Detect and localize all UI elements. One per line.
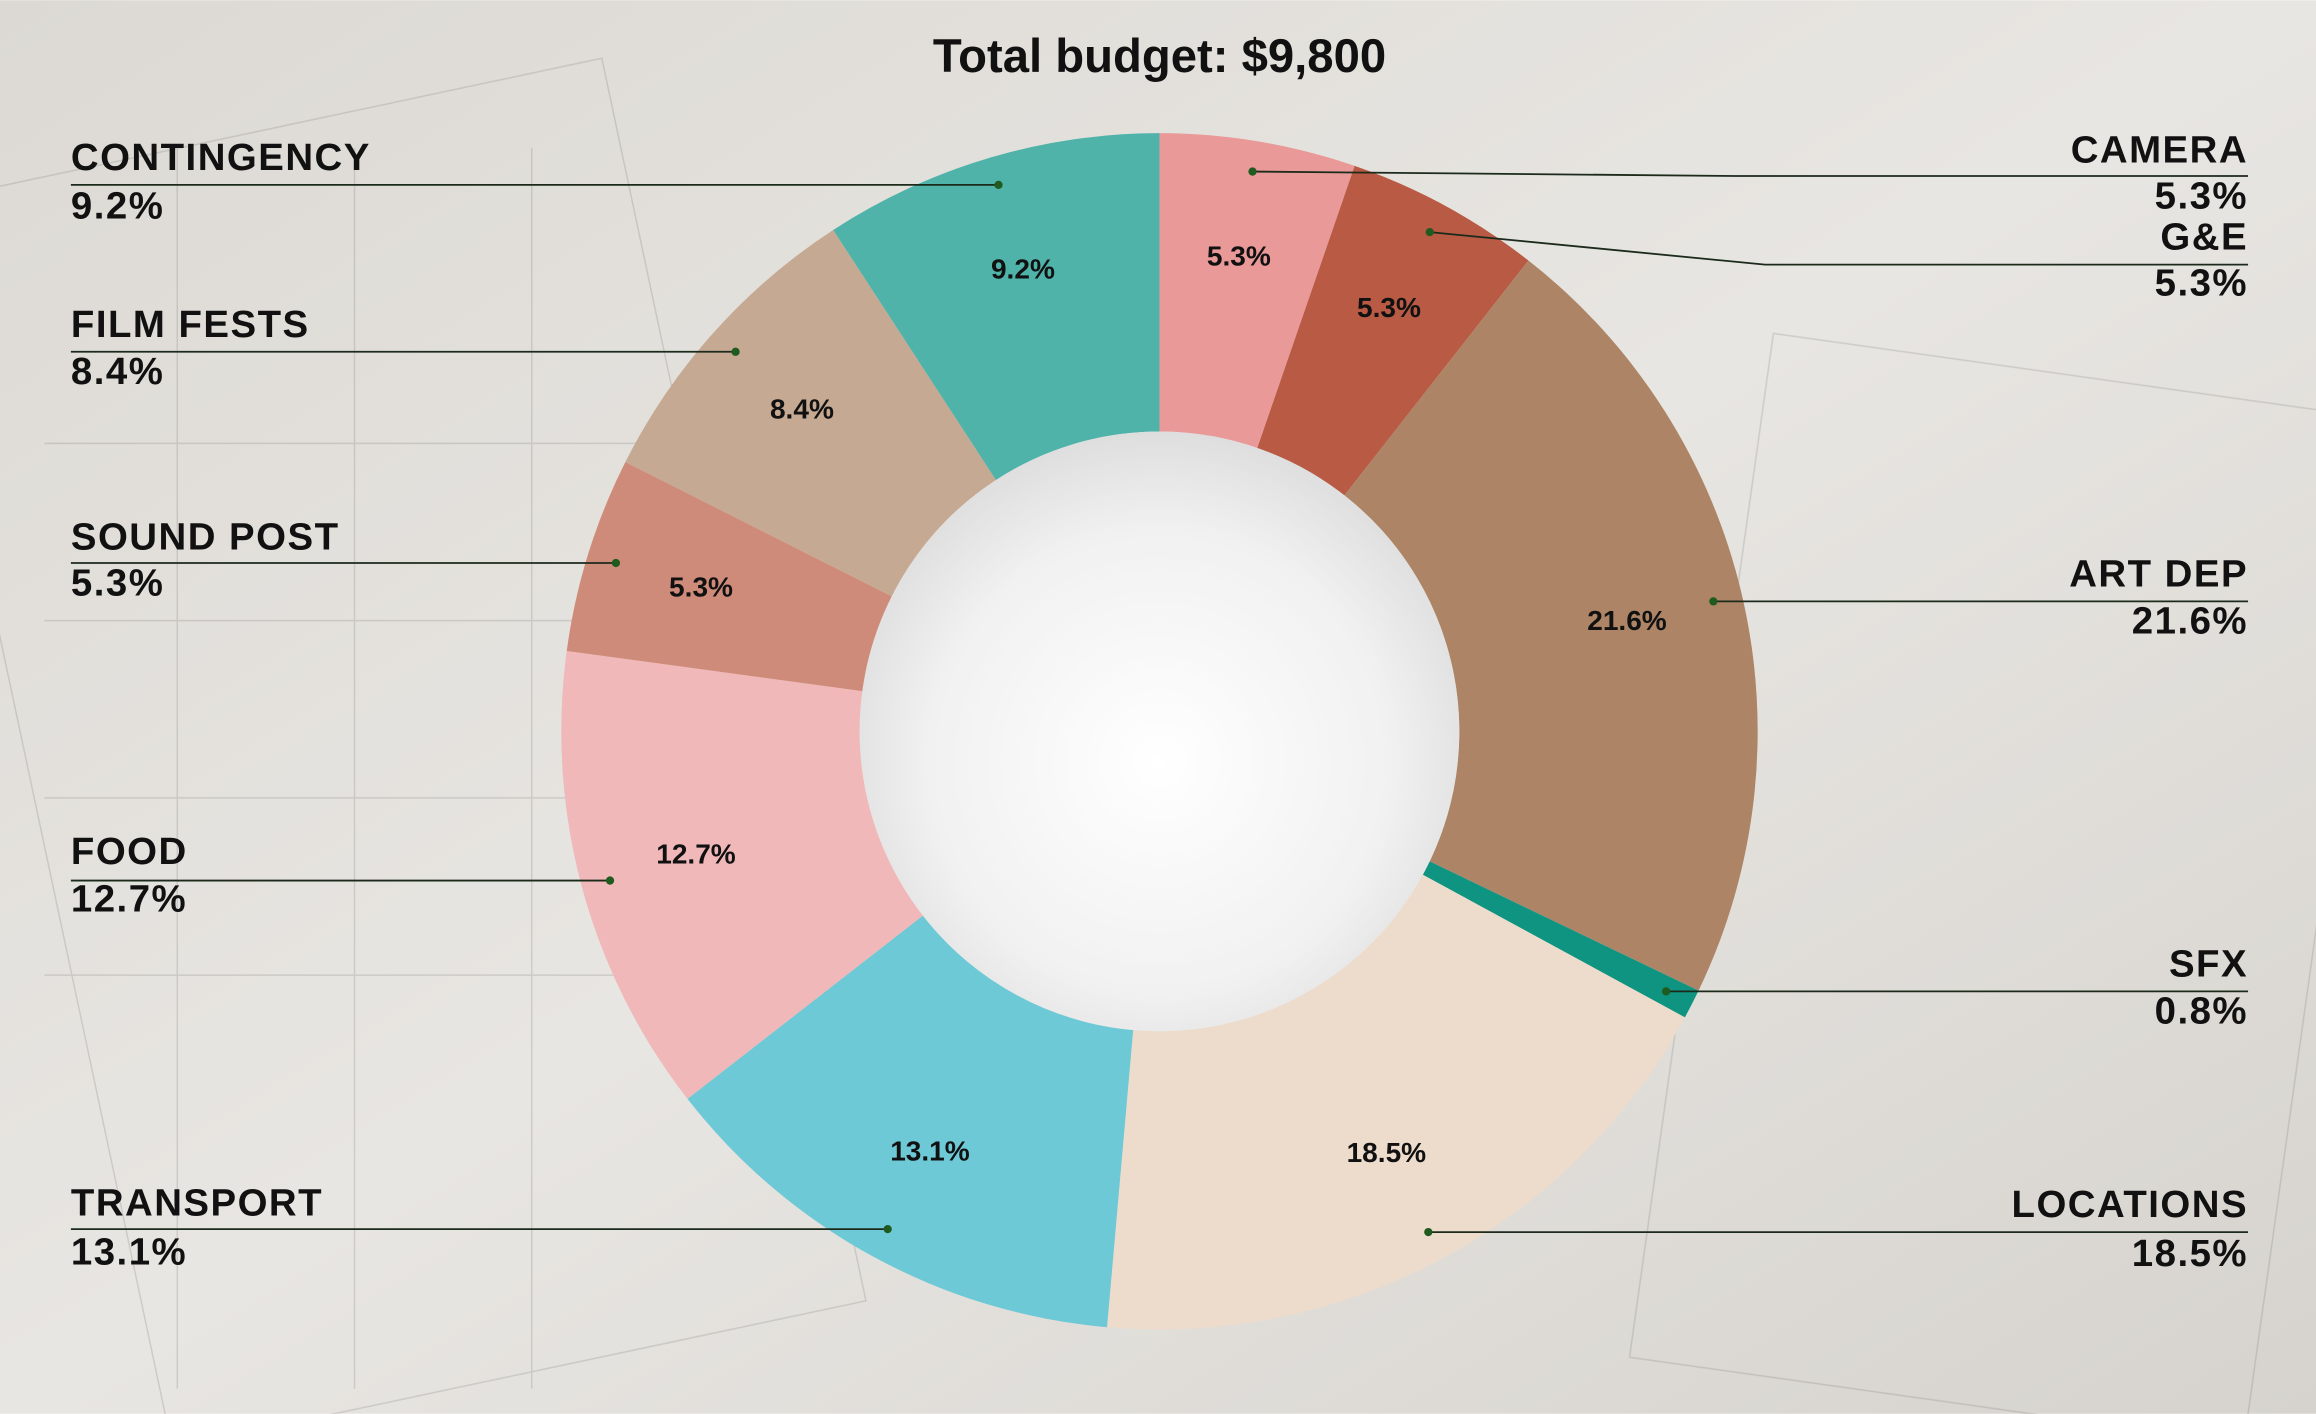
slices: [561, 133, 1758, 1330]
leader-dot: [605, 876, 615, 885]
legend-name: SOUND POST: [71, 515, 340, 558]
legend-name: FOOD: [71, 830, 188, 873]
leader-dot: [731, 347, 740, 356]
slice: [833, 133, 1160, 481]
slice-label: 12.7%: [656, 839, 736, 870]
slice: [561, 650, 923, 1099]
legend-value: 12.7%: [71, 877, 187, 920]
slice: [625, 229, 996, 597]
legend-value: 21.6%: [2132, 600, 2248, 643]
leader-dot: [1661, 987, 1671, 996]
legend-value: 9.2%: [71, 185, 164, 228]
leader-dot: [1425, 227, 1434, 237]
legend-name: CAMERA: [2071, 129, 2248, 172]
slice: [1422, 861, 1699, 1018]
legend-value: 5.3%: [2155, 174, 2248, 217]
legend-value: 5.3%: [2155, 261, 2248, 304]
leader-dot: [1709, 597, 1718, 606]
chart-title: Total budget: $9,800: [933, 30, 1386, 83]
leader-dot: [611, 558, 621, 568]
leader-line: [1252, 170, 2249, 177]
leader-dot: [1248, 167, 1257, 176]
slice-label: 8.4%: [770, 393, 834, 424]
legend-value: 0.8%: [2155, 990, 2248, 1033]
slice-label: 5.3%: [1207, 240, 1271, 271]
slice: [1344, 260, 1758, 991]
legend-name: FILM FESTS: [71, 303, 310, 346]
slice-label: 9.2%: [991, 254, 1055, 285]
legend-value: 18.5%: [2132, 1232, 2248, 1275]
legend-name: SFX: [2169, 942, 2248, 985]
legend-name: TRANSPORT: [71, 1182, 323, 1225]
slice: [687, 915, 1134, 1328]
slice: [1257, 165, 1529, 496]
legend-name: CONTINGENCY: [71, 136, 371, 179]
donut-hole: [859, 431, 1460, 1032]
slice: [566, 461, 892, 692]
legend-name: LOCATIONS: [2012, 1183, 2249, 1226]
slice-label: 5.3%: [1357, 292, 1421, 323]
slice: [1159, 133, 1355, 448]
leader-dot: [883, 1224, 892, 1234]
leader-dot: [994, 180, 1003, 190]
slice: [1107, 874, 1685, 1330]
slice-label: 18.5%: [1347, 1137, 1427, 1168]
legend-value: 8.4%: [71, 350, 164, 393]
legend-value: 13.1%: [71, 1230, 187, 1273]
slice-label: 5.3%: [669, 571, 733, 602]
legend-value: 5.3%: [71, 561, 164, 604]
leader-line: [1429, 231, 2249, 266]
legend-name: G&E: [2160, 216, 2248, 259]
leader-dot: [1424, 1227, 1433, 1237]
slice-label: 21.6%: [1587, 605, 1667, 636]
legend-name: ART DEP: [2069, 552, 2248, 595]
slice-label: 13.1%: [890, 1135, 970, 1166]
